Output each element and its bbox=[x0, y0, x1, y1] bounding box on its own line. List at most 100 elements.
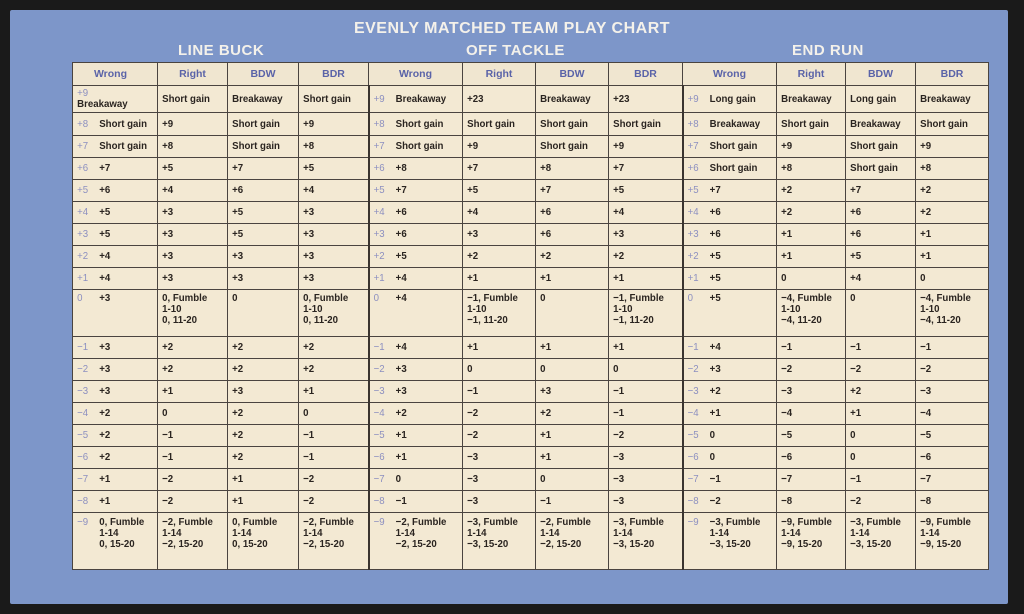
table-cell: +1 bbox=[535, 336, 604, 359]
table-row: +9Breakaway Short gain Breakaway Short gain… bbox=[72, 85, 989, 113]
cell-value: Short gain bbox=[98, 140, 147, 152]
table-cell: +9 bbox=[298, 112, 364, 136]
cell-value: −1 bbox=[466, 385, 478, 397]
table-cell: +5 +6 bbox=[72, 179, 152, 202]
table-cell: −3 bbox=[608, 446, 678, 469]
cell-value: +3 bbox=[302, 206, 314, 218]
cell-value: 0 bbox=[612, 363, 619, 375]
cell-value: +1 bbox=[98, 473, 110, 485]
section-off-tackle: OFF TACKLE bbox=[466, 42, 565, 59]
table-row: +8 Short gain +9 Short gain +9 +8 Short gain Sh… bbox=[72, 112, 989, 136]
cell-value: Short gain bbox=[539, 117, 588, 130]
cell-value: +5 bbox=[395, 250, 407, 262]
table-cell: +3 bbox=[227, 245, 294, 268]
table-cell: +5 bbox=[608, 179, 678, 202]
table-cell: 0 bbox=[462, 358, 531, 381]
cell-value: +2 bbox=[231, 429, 243, 441]
cell-value: +9 bbox=[302, 117, 314, 130]
row-label: −9 bbox=[687, 516, 699, 528]
table-cell: +2 bbox=[776, 201, 841, 224]
row-label: +3 bbox=[687, 228, 699, 240]
cell-value: 0, Fumble 1-10 0, 11-20 bbox=[161, 292, 207, 326]
table-cell: +9 bbox=[608, 135, 678, 158]
cell-value: −1 bbox=[849, 341, 861, 353]
cell-value: +6 bbox=[231, 184, 243, 196]
table-cell: +1 bbox=[915, 245, 984, 268]
cell-value: −2, Fumble 1-14 −2, 15-20 bbox=[395, 516, 446, 550]
row-label: −1 bbox=[76, 341, 88, 353]
table-cell: Short gain bbox=[298, 85, 364, 113]
cell-value: 0 bbox=[709, 451, 715, 463]
cell-value: +8 bbox=[539, 162, 551, 174]
cell-value: +4 bbox=[302, 184, 314, 196]
cell-value: +3 bbox=[98, 341, 110, 353]
cell-value: +7 bbox=[395, 184, 407, 196]
row-label: +7 bbox=[373, 140, 385, 152]
cell-value: +1 bbox=[780, 228, 792, 240]
table-row: +5 +6 +4 +6 +4 +5 +7 +5 +7 +5 +5 +7 +2 +7 +2 bbox=[72, 179, 989, 202]
cell-value: Breakaway bbox=[849, 117, 901, 130]
cell-value: +9 bbox=[466, 140, 478, 152]
row-label: +2 bbox=[76, 250, 88, 262]
cell-value: −3, Fumble 1-14 −3, 15-20 bbox=[612, 516, 664, 550]
table-cell: 0 bbox=[535, 468, 604, 491]
cell-value: Short gain bbox=[780, 117, 829, 130]
cell-value: −3, Fumble 1-14 −3, 15-20 bbox=[709, 516, 760, 550]
cell-value: +3 bbox=[466, 228, 478, 240]
table-cell: +3 +6 bbox=[681, 223, 770, 246]
row-label: +4 bbox=[373, 206, 385, 218]
table-cell: −2 +3 bbox=[367, 358, 456, 381]
table-cell: +8 bbox=[157, 135, 223, 158]
cell-value: +8 bbox=[302, 140, 314, 152]
cell-value: +1 bbox=[849, 407, 861, 419]
table-cell: +3 bbox=[227, 267, 294, 290]
cell-value: −2 bbox=[709, 495, 721, 507]
cell-value: −1 bbox=[539, 495, 551, 507]
table-cell: −1 bbox=[608, 380, 678, 403]
cell-value: +4 bbox=[466, 206, 478, 218]
cell-value: +6 bbox=[709, 206, 721, 218]
table-cell: Breakaway bbox=[535, 85, 604, 113]
table-cell: −9, Fumble 1-14 −9, 15-20 bbox=[915, 512, 984, 570]
cell-value: −5 bbox=[780, 429, 792, 441]
table-cell: +7 Short gain bbox=[681, 135, 770, 158]
cell-value: +1 bbox=[612, 341, 624, 353]
cell-value: +5 bbox=[709, 250, 721, 262]
table-cell: +7 bbox=[608, 157, 678, 180]
chart-title: EVENLY MATCHED TEAM PLAY CHART bbox=[353, 20, 671, 37]
cell-value: −3 bbox=[466, 495, 478, 507]
table-cell: +2 bbox=[845, 380, 911, 403]
table-cell: +9 bbox=[915, 135, 984, 158]
table-cell: −3 bbox=[608, 468, 678, 491]
table-cell: −1 +4 bbox=[367, 336, 456, 359]
table-cell: −5 +1 bbox=[367, 424, 456, 447]
cell-value: 0, Fumble 1-10 0, 11-20 bbox=[302, 292, 348, 326]
table-cell: +3 +5 bbox=[72, 223, 152, 246]
cell-value: Breakaway bbox=[395, 92, 446, 105]
table-cell: 0 bbox=[845, 446, 911, 469]
row-label: −9 bbox=[373, 516, 385, 528]
table-cell: +7 bbox=[535, 179, 604, 202]
table-cell: +1 bbox=[845, 402, 911, 425]
table-cell: +5 bbox=[157, 157, 223, 180]
cell-value: +6 bbox=[849, 206, 861, 218]
cell-value: −2 bbox=[466, 429, 478, 441]
cell-value: Short gain bbox=[98, 117, 147, 130]
cell-value: +3 bbox=[395, 363, 407, 375]
table-row: −4 +2 0 +2 0 −4 +2 −2 +2 −1 −4 +1 −4 +1 −4 bbox=[72, 402, 989, 425]
table-cell: −3 bbox=[462, 468, 531, 491]
cell-value: −7 bbox=[919, 473, 931, 485]
cell-value: −1 bbox=[302, 451, 314, 463]
table-cell: +1 bbox=[227, 468, 294, 491]
cell-value: Short gain bbox=[919, 117, 968, 130]
cell-value: +9 bbox=[161, 117, 173, 130]
table-cell: +1 bbox=[776, 245, 841, 268]
cell-value: +5 bbox=[302, 162, 314, 174]
cell-value: Breakaway bbox=[231, 92, 283, 105]
cell-value: 0 bbox=[849, 429, 856, 441]
table-cell: +3 +6 bbox=[367, 223, 456, 246]
table-cell: −1, Fumble 1-10 −1, 11-20 bbox=[608, 289, 678, 337]
cell-value: +5 bbox=[466, 184, 478, 196]
cell-value: −3 bbox=[466, 473, 478, 485]
cell-value: +6 bbox=[849, 228, 861, 240]
